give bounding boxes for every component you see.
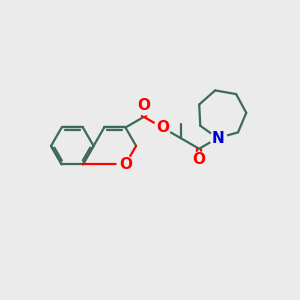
Text: O: O bbox=[193, 152, 206, 167]
Text: O: O bbox=[119, 157, 132, 172]
Text: O: O bbox=[137, 98, 150, 113]
Text: N: N bbox=[211, 130, 224, 146]
Text: O: O bbox=[156, 120, 169, 135]
